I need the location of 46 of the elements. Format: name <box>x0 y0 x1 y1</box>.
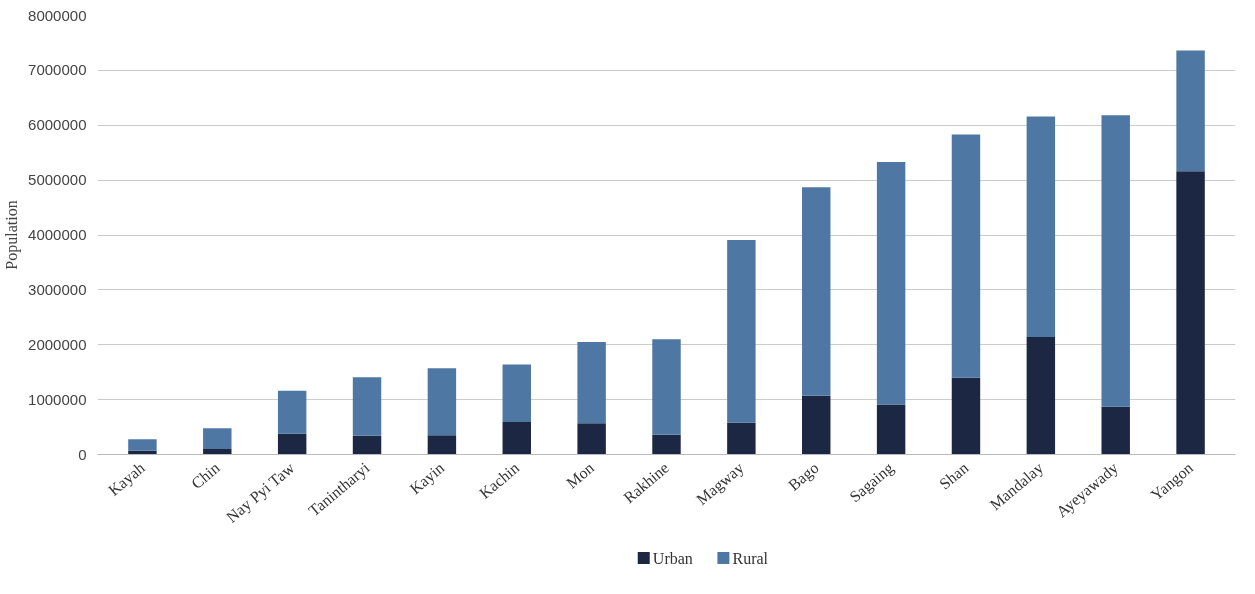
y-tick-label: 1000000 <box>28 390 87 408</box>
bar <box>128 439 157 451</box>
bar <box>203 428 232 450</box>
bar <box>1026 116 1056 338</box>
bar <box>652 434 681 455</box>
bar <box>1176 171 1205 455</box>
x-tick-label: Nay Pyi Taw <box>222 458 299 527</box>
bar <box>577 342 606 424</box>
y-tick-label: 6000000 <box>28 116 87 134</box>
x-tick-label: Mon <box>563 458 598 492</box>
bar <box>277 433 307 455</box>
bar <box>277 390 307 434</box>
y-tick-label: 8000000 <box>28 6 87 24</box>
bar <box>876 404 906 455</box>
y-tick-label: 3000000 <box>28 280 87 298</box>
bar <box>502 364 531 423</box>
bar <box>427 368 457 436</box>
bar <box>802 187 831 396</box>
bar <box>1101 115 1130 407</box>
bar <box>1026 337 1056 455</box>
bar <box>652 339 681 435</box>
legend-label: Rural <box>732 549 769 567</box>
bar <box>876 162 906 405</box>
bar <box>203 449 232 455</box>
x-tick-label: Chin <box>188 458 223 493</box>
bar <box>727 422 756 455</box>
bar <box>1176 50 1205 172</box>
legend-label: Urban <box>652 549 693 567</box>
bar <box>1101 406 1130 455</box>
bar <box>951 377 981 455</box>
bar <box>951 134 981 378</box>
y-tick-label: 0 <box>78 445 87 463</box>
bar <box>352 377 382 436</box>
y-tick-label: 4000000 <box>28 226 87 243</box>
y-tick-label: 2000000 <box>28 335 87 353</box>
bar <box>727 239 756 423</box>
y-tick-label: 7000000 <box>28 61 87 79</box>
bar <box>427 435 457 455</box>
x-tick-label: Shan <box>936 459 972 493</box>
x-tick-label: Bago <box>784 458 823 495</box>
y-axis-title: Population <box>3 200 22 270</box>
bar <box>352 435 382 455</box>
bar <box>802 395 831 455</box>
bar <box>502 422 531 455</box>
bar <box>577 423 606 455</box>
y-tick-label: 5000000 <box>28 171 87 189</box>
